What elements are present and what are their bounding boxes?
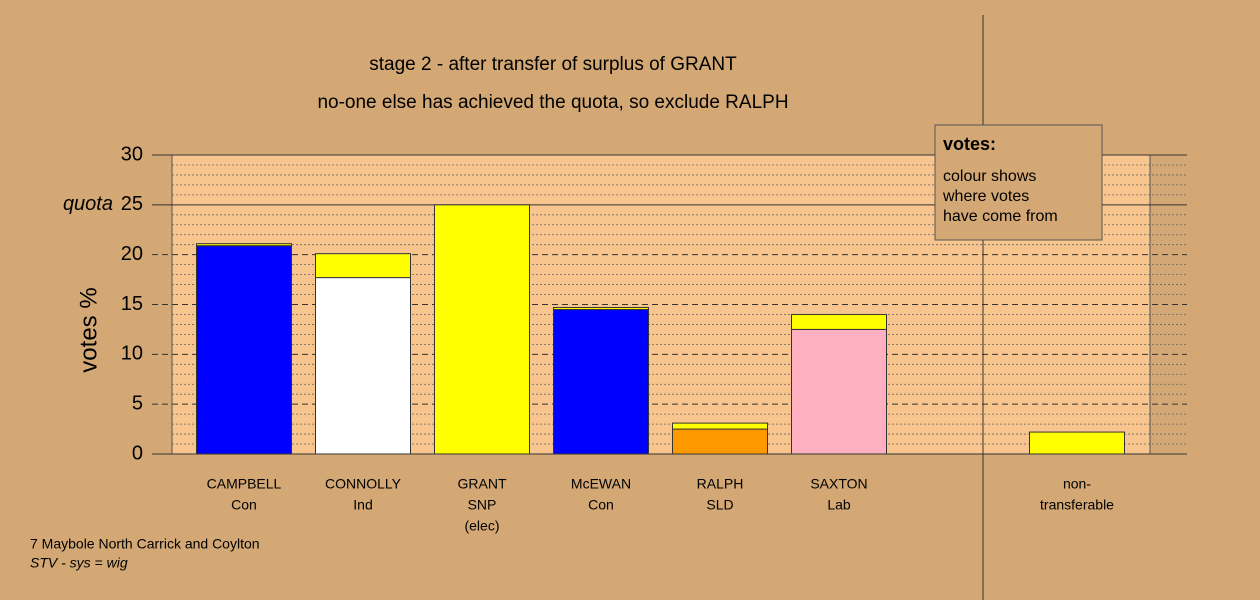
x-tick-label: Con [231,497,257,513]
bar-segment [672,428,768,455]
x-tick-label: SAXTON [810,476,867,492]
x-tick-label: transferable [1040,497,1114,513]
x-tick-label: (elec) [464,518,499,534]
y-tick-label: 15 [121,293,143,315]
footer: STV - sys = wig [30,555,128,571]
y-tick-label: 30 [121,143,143,165]
x-tick-label: Ind [353,497,372,513]
y-tick-label: 10 [121,343,143,365]
bars [196,204,1125,455]
bar-segment [315,253,411,279]
bar-segment [791,328,887,455]
bar-segment [196,245,292,455]
bar-segment [315,277,411,455]
y-axis-title: votes % [75,287,102,372]
x-tick-label: Con [588,497,614,513]
x-tick-label: SNP [468,497,497,513]
chart-subtitle: no-one else has achieved the quota, so e… [317,92,788,113]
bar-segment [553,306,649,310]
footer: 7 Maybole North Carrick and Coylton [30,536,260,552]
legend-box [934,124,1103,241]
legend-text: colour shows [943,168,1036,185]
bar-segment [791,313,887,330]
y-tick-label: quota [63,193,113,215]
chart-title: stage 2 - after transfer of surplus of G… [369,54,737,75]
x-tick-label: CAMPBELL [207,476,282,492]
x-tick-label: CONNOLLY [325,476,402,492]
bar-segment [196,243,292,247]
x-tick-label: RALPH [697,476,744,492]
y-tick-label: 25 [121,193,143,215]
x-tick-label: Lab [827,497,851,513]
bar-segment [553,308,649,455]
bar-segment [1029,431,1125,455]
x-tick-label: non- [1063,476,1091,492]
bar-segment [672,422,768,430]
bar-segment [434,204,530,455]
x-tick-label: GRANT [458,476,507,492]
legend-title: votes: [943,134,996,154]
legend-text: where votes [942,188,1029,205]
x-tick-label: SLD [706,497,733,513]
y-tick-label: 5 [132,392,143,414]
y-tick-label: 20 [121,243,143,265]
x-tick-label: McEWAN [571,476,631,492]
legend: votes: colour shows where votes have com… [934,124,1103,241]
legend-text: have come from [943,208,1058,225]
y-tick-label: 0 [132,442,143,464]
